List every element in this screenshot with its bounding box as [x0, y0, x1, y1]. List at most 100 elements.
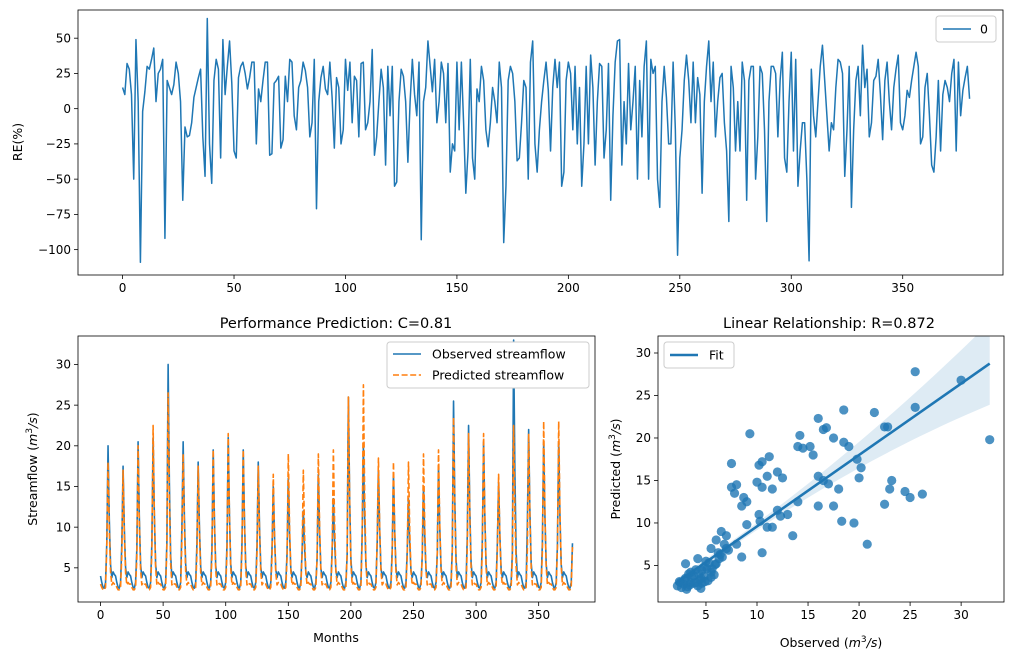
perf-line-predicted: [99, 384, 574, 591]
perf-legend-box: [386, 341, 590, 389]
lin-scatter-point: [681, 584, 692, 594]
lin-confidence-band-area: [675, 336, 990, 588]
lin-scatter-point: [700, 577, 710, 587]
re-x-tick-label: 250: [668, 281, 691, 295]
lin-y-ticks: 5 10 15 20 25 30: [636, 346, 658, 573]
re-x-ticks: 0 50 100 150 200 250 300 350: [119, 275, 914, 295]
re-x-tick-label: 150: [445, 281, 468, 295]
perf-plot-frame: [77, 335, 596, 603]
re-x-tick-label: 50: [226, 281, 241, 295]
perf-y-tick-label: 5: [63, 561, 71, 575]
perf-x-tick-label: 100: [214, 608, 237, 622]
lin-scatter-point: [844, 441, 854, 452]
lin-x-tick-label: 15: [800, 608, 815, 622]
lin-scatter-point: [985, 435, 995, 445]
re-x-tick-label: 100: [334, 281, 357, 295]
re-y-ticks: 50 25 0 −25 −50 −75 −100: [38, 31, 78, 257]
lin-fit-line: [674, 362, 991, 585]
lin-scatter-point: [834, 484, 844, 494]
lin-y-tick-label: 5: [643, 559, 651, 573]
perf-title: Performance Prediction: C=0.81: [220, 316, 453, 332]
lin-scatter-point: [813, 413, 823, 424]
re-legend-label: 0: [980, 22, 988, 37]
lin-y-axis-label: Predicted (m3/s): [608, 418, 623, 519]
lin-scatter-point: [764, 452, 774, 462]
perf-x-tick-label: 150: [277, 608, 300, 622]
lin-scatter-point: [885, 484, 895, 494]
perf-y-tick-label: 10: [56, 520, 71, 534]
lin-x-tick-label: 20: [851, 608, 866, 622]
perf-x-ticks: 0 50 100 150 200 250 300 350: [97, 602, 550, 622]
lin-scatter-point: [742, 520, 752, 530]
lin-scatter-point: [837, 516, 847, 526]
perf-legend: Observed streamflow Predicted streamflow: [386, 341, 590, 389]
lin-scatter-point: [869, 407, 879, 418]
lin-scatter-point: [849, 518, 859, 528]
lin-scatter-point: [917, 489, 927, 499]
lin-x-tick-label: 25: [902, 608, 917, 622]
lin-scatter-point: [762, 471, 772, 481]
lin-scatter-point: [709, 570, 719, 580]
re-x-tick-label: 0: [119, 281, 127, 295]
lin-scatter-point: [767, 484, 777, 494]
lin-scatter-point: [795, 430, 805, 441]
re-y-tick-label: −75: [46, 208, 71, 222]
perf-y-ticks: 5 10 15 20 25 30: [56, 358, 78, 575]
lin-scatter-point: [839, 405, 849, 415]
lin-scatter-point: [742, 497, 752, 507]
lin-scatter-point: [798, 443, 808, 453]
perf-x-tick-label: 200: [339, 608, 362, 622]
lin-scatter-point: [680, 559, 691, 569]
lin-scatter-point: [693, 554, 703, 564]
lin-chart: Linear Relationship: R=0.872 5 10 15 20 25 30…: [608, 316, 1005, 650]
lin-legend-label: Fit: [709, 348, 724, 363]
lin-scatter-point: [696, 583, 706, 594]
lin-scatter-point: [910, 402, 920, 412]
lin-scatter-point: [862, 539, 872, 549]
re-y-tick-label: −100: [38, 243, 71, 257]
perf-x-tick-label: 350: [527, 608, 550, 622]
lin-scatter-point: [828, 501, 839, 511]
lin-scatter-point: [887, 475, 897, 486]
re-y-tick-label: 50: [56, 31, 71, 45]
lin-scatter-point: [767, 522, 777, 532]
lin-scatter-point: [783, 509, 793, 520]
re-y-tick-label: 0: [63, 102, 71, 116]
lin-scatter-point: [900, 486, 910, 497]
lin-scatter-point: [883, 422, 893, 432]
re-line-series-0: [121, 17, 971, 264]
lin-fit-group: [674, 362, 991, 585]
lin-legend-box: [663, 341, 735, 369]
lin-scatter-point: [788, 531, 798, 541]
re-y-tick-label: −50: [46, 172, 71, 186]
lin-scatter-point: [808, 450, 818, 460]
perf-x-tick-label: 50: [155, 608, 170, 622]
lin-scatter-point: [772, 467, 783, 477]
re-legend: 0: [935, 15, 997, 43]
lin-scatter-point: [777, 473, 788, 483]
lin-y-tick-label: 15: [636, 474, 651, 488]
lin-scatter-point: [813, 501, 823, 511]
perf-y-tick-label: 30: [56, 358, 71, 372]
lin-scatter-point: [821, 423, 832, 433]
re-x-tick-label: 300: [780, 281, 803, 295]
perf-chart: Performance Prediction: C=0.81 0 50 100 150…: [25, 316, 596, 645]
lin-scatter-point: [745, 429, 755, 439]
lin-x-axis-label: Observed (m3/s): [780, 635, 883, 650]
perf-y-tick-label: 25: [56, 398, 71, 412]
perf-line-observed: [99, 339, 574, 589]
lin-scatter-point: [754, 509, 764, 520]
re-series-line: [121, 17, 971, 264]
lin-plot-frame: [657, 335, 1005, 603]
lin-scatter-point: [813, 471, 823, 481]
lin-scatter-point: [706, 543, 716, 554]
perf-y-tick-label: 15: [56, 480, 71, 494]
lin-x-tick-label: 30: [953, 608, 968, 622]
lin-scatter-point: [854, 473, 864, 483]
re-y-axis-label: RE(%): [10, 123, 25, 161]
lin-title: Linear Relationship: R=0.872: [723, 316, 935, 332]
lin-scatter-point: [716, 526, 726, 537]
lin-x-ticks: 5 10 15 20 25 30: [702, 602, 969, 622]
perf-x-tick-label: 0: [97, 608, 105, 622]
